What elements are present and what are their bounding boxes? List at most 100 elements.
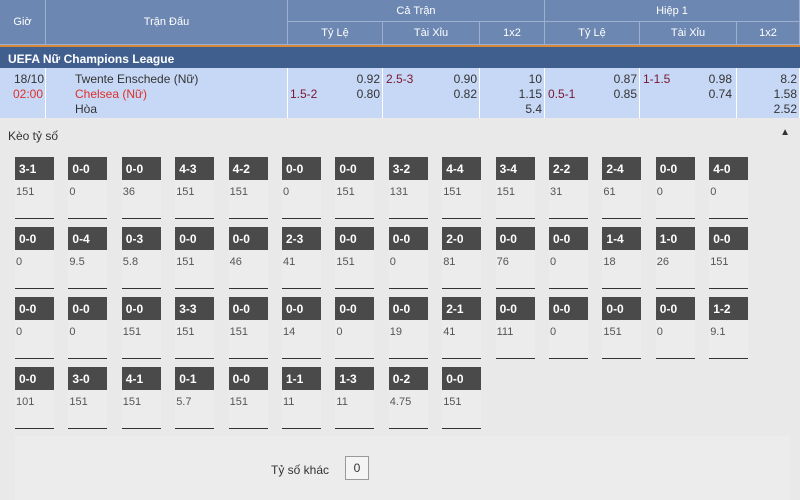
full-1x2-draw[interactable]: 5.4 xyxy=(525,102,542,116)
score-cell[interactable]: 3-2 131 xyxy=(388,157,428,219)
score-odds: 0 xyxy=(16,326,23,338)
score-odds: 11 xyxy=(283,396,295,408)
score-cell[interactable]: 1-4 18 xyxy=(602,227,642,289)
half-ou-line: 1-1.5 xyxy=(643,72,671,86)
score-label: 3-3 xyxy=(175,297,215,320)
score-cell[interactable]: 4-4 151 xyxy=(442,157,482,219)
score-cell[interactable]: 1-2 9.1 xyxy=(709,297,749,359)
score-cell[interactable]: 0-0 151 xyxy=(335,157,375,219)
score-label: 0-0 xyxy=(602,297,642,320)
score-cell[interactable]: 0-0 0 xyxy=(549,297,588,359)
score-cell[interactable]: 2-4 61 xyxy=(602,157,642,219)
half-1x2-away[interactable]: 1.58 xyxy=(773,87,797,101)
score-label: 0-0 xyxy=(549,227,588,250)
full-hdp-home[interactable]: 0.92 xyxy=(356,72,380,86)
score-label: 0-0 xyxy=(282,297,321,320)
score-label: 2-4 xyxy=(602,157,642,180)
score-cell[interactable]: 2-2 31 xyxy=(549,157,588,219)
score-label: 0-0 xyxy=(335,297,375,320)
score-label: 2-0 xyxy=(442,227,482,250)
home-team[interactable]: Twente Enschede (Nữ) xyxy=(75,72,199,86)
score-cell[interactable]: 3-1 151 xyxy=(15,157,54,219)
score-cell[interactable]: 0-0 0 xyxy=(68,157,108,219)
score-cell[interactable]: 1-3 11 xyxy=(335,367,375,429)
score-cell[interactable]: 0-0 0 xyxy=(68,297,108,359)
score-cell[interactable]: 4-3 151 xyxy=(175,157,215,219)
score-cell[interactable]: 0-0 36 xyxy=(121,157,161,219)
score-cell[interactable]: 0-0 0 xyxy=(335,297,375,359)
score-cell[interactable]: 0-0 0 xyxy=(388,227,428,289)
half-hdp-line: 0.5-1 xyxy=(548,87,576,101)
half-1x2-home[interactable]: 8.2 xyxy=(780,72,797,86)
score-odds: 0 xyxy=(16,256,23,268)
score-odds: 0 xyxy=(69,326,76,338)
full-ou-over[interactable]: 0.90 xyxy=(453,72,477,86)
score-cell[interactable]: 0-0 151 xyxy=(335,227,375,289)
score-cell[interactable]: 0-0 151 xyxy=(228,297,268,359)
header-full-time: Cả Trận xyxy=(288,0,545,22)
full-1x2-home[interactable]: 10 xyxy=(528,72,542,86)
score-cell[interactable]: 0-4 9.5 xyxy=(68,227,108,289)
score-cell[interactable]: 0-0 76 xyxy=(495,227,535,289)
correct-score-header[interactable]: Kèo tỷ số ▲ xyxy=(0,120,800,150)
score-cell[interactable]: 1-0 26 xyxy=(655,227,695,289)
score-label: 4-3 xyxy=(175,157,215,180)
score-cell[interactable]: 0-2 4.75 xyxy=(388,367,428,429)
score-odds: 151 xyxy=(710,256,729,268)
score-cell[interactable]: 0-0 0 xyxy=(549,227,588,289)
score-cell[interactable]: 4-0 0 xyxy=(709,157,749,219)
score-cell[interactable]: 4-1 151 xyxy=(121,367,161,429)
score-cell[interactable]: 2-0 81 xyxy=(442,227,482,289)
score-odds: 81 xyxy=(443,256,456,268)
score-cell[interactable]: 0-0 151 xyxy=(709,227,749,289)
score-odds: 0 xyxy=(283,186,290,198)
score-odds: 0 xyxy=(656,326,663,338)
half-hdp-home[interactable]: 0.87 xyxy=(613,72,637,86)
score-odds: 18 xyxy=(603,256,616,268)
correct-score-title: Kèo tỷ số xyxy=(8,129,59,143)
score-label: 0-0 xyxy=(228,297,268,320)
full-ou-under[interactable]: 0.82 xyxy=(453,87,477,101)
header-match: Trận Đấu xyxy=(46,0,288,45)
score-odds: 5.8 xyxy=(122,256,139,268)
score-cell[interactable]: 3-0 151 xyxy=(68,367,108,429)
score-cell[interactable]: 0-0 14 xyxy=(282,297,321,359)
half-1x2-draw[interactable]: 2.52 xyxy=(773,102,797,116)
score-label: 0-0 xyxy=(549,297,588,320)
score-cell[interactable]: 0-0 111 xyxy=(495,297,535,359)
score-odds: 151 xyxy=(69,396,88,408)
score-cell[interactable]: 0-0 151 xyxy=(175,227,215,289)
other-score-value[interactable]: 0 xyxy=(345,456,369,480)
full-1x2-away[interactable]: 1.15 xyxy=(518,87,542,101)
score-cell[interactable]: 0-0 151 xyxy=(442,367,482,429)
score-cell[interactable]: 0-0 0 xyxy=(282,157,321,219)
half-ou-under[interactable]: 0.74 xyxy=(708,87,732,101)
score-cell[interactable]: 1-1 11 xyxy=(282,367,321,429)
score-cell[interactable]: 0-0 0 xyxy=(655,297,695,359)
score-cell[interactable]: 0-0 151 xyxy=(228,367,268,429)
score-cell[interactable]: 0-0 151 xyxy=(602,297,642,359)
score-cell[interactable]: 2-3 41 xyxy=(282,227,321,289)
score-odds: 11 xyxy=(336,396,348,408)
score-cell[interactable]: 0-0 101 xyxy=(15,367,54,429)
score-odds: 41 xyxy=(283,256,296,268)
half-hdp-away[interactable]: 0.85 xyxy=(613,87,637,101)
score-odds: 9.5 xyxy=(69,256,85,268)
score-cell[interactable]: 0-0 0 xyxy=(655,157,695,219)
score-cell[interactable]: 3-4 151 xyxy=(495,157,535,219)
score-cell[interactable]: 0-3 5.8 xyxy=(121,227,161,289)
score-cell[interactable]: 2-1 41 xyxy=(442,297,482,359)
half-ou-over[interactable]: 0.98 xyxy=(708,72,732,86)
score-cell[interactable]: 0-1 5.7 xyxy=(175,367,215,429)
score-cell[interactable]: 0-0 0 xyxy=(15,297,54,359)
score-cell[interactable]: 0-0 151 xyxy=(121,297,161,359)
full-hdp-away[interactable]: 0.80 xyxy=(356,87,380,101)
score-cell[interactable]: 0-0 19 xyxy=(388,297,428,359)
score-cell[interactable]: 0-0 46 xyxy=(228,227,268,289)
triangle-up-icon[interactable]: ▲ xyxy=(780,127,790,138)
away-team[interactable]: Chelsea (Nữ) xyxy=(75,87,148,101)
score-cell[interactable]: 4-2 151 xyxy=(228,157,268,219)
score-label: 0-0 xyxy=(335,157,375,180)
score-cell[interactable]: 3-3 151 xyxy=(175,297,215,359)
score-cell[interactable]: 0-0 0 xyxy=(15,227,54,289)
